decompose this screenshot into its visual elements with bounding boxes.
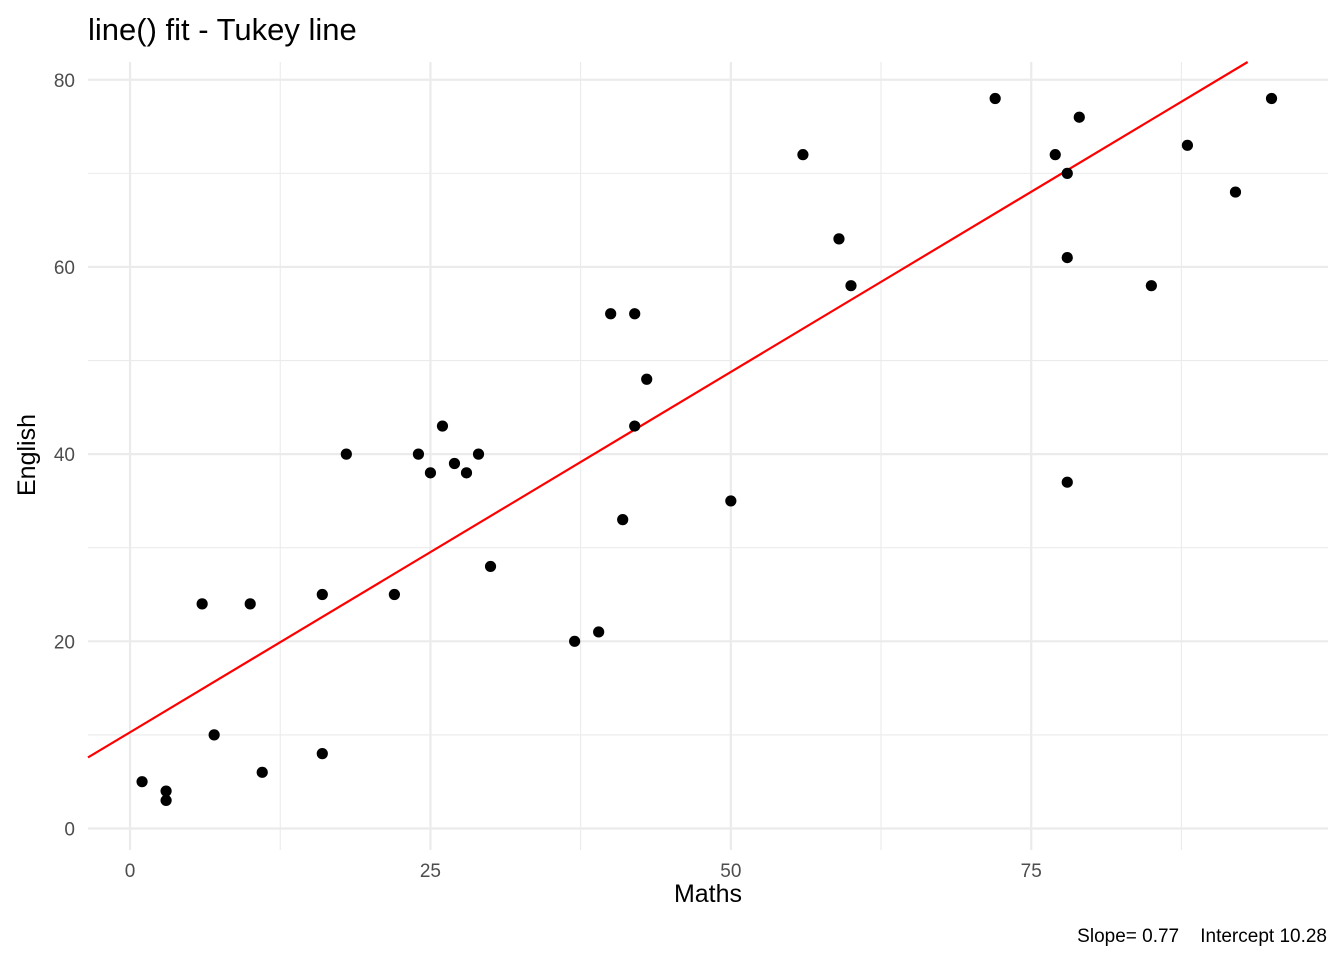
data-point (160, 785, 172, 797)
y-tick-label: 60 (54, 258, 75, 279)
data-point (316, 588, 328, 601)
data-point (797, 149, 809, 161)
data-point (629, 308, 641, 320)
caption: Slope= 0.77 Intercept 10.28 (1077, 926, 1327, 947)
data-point (256, 766, 268, 778)
y-axis-title: English (13, 414, 41, 496)
x-tick-label: 0 (125, 861, 136, 882)
data-point (833, 233, 845, 245)
data-point (340, 448, 352, 460)
points-layer (136, 92, 1278, 806)
data-point (472, 448, 485, 460)
fit-line-layer (87, 61, 1249, 759)
data-point (1145, 280, 1157, 292)
minor-gridlines (88, 62, 1328, 850)
y-tick-label: 0 (64, 819, 75, 840)
y-tick-labels: 0 20 40 60 80 (54, 71, 75, 841)
data-point (1049, 149, 1061, 161)
x-tick-label: 75 (1021, 861, 1042, 882)
data-point (989, 92, 1001, 105)
data-point (208, 729, 220, 741)
data-point (725, 495, 737, 507)
data-point (388, 588, 400, 601)
data-point (460, 467, 473, 479)
data-point (412, 448, 425, 460)
data-point (1181, 139, 1194, 151)
y-tick-label: 20 (54, 632, 75, 653)
data-point (448, 457, 461, 470)
x-tick-label: 25 (420, 861, 441, 882)
data-point (1061, 476, 1073, 488)
data-point (160, 794, 172, 806)
x-axis-title: Maths (674, 880, 742, 908)
data-point (1073, 111, 1085, 123)
y-tick-label: 80 (54, 71, 75, 92)
data-point (605, 308, 617, 320)
y-tick-label: 40 (54, 445, 75, 466)
major-gridlines (88, 62, 1328, 850)
data-point (845, 280, 857, 292)
data-point (617, 514, 629, 526)
chart-title: line() fit - Tukey line (88, 12, 357, 47)
data-point (1061, 251, 1073, 264)
data-point (316, 748, 328, 760)
data-point (136, 776, 148, 788)
tukey-fit-line (87, 61, 1249, 759)
data-point (196, 598, 208, 610)
data-point (641, 373, 653, 385)
data-point (484, 560, 497, 573)
data-point (244, 598, 256, 610)
data-point (1061, 167, 1073, 179)
x-tick-label: 50 (720, 861, 741, 882)
data-point (424, 467, 437, 479)
data-point (593, 626, 605, 638)
x-tick-labels: 0 25 50 75 (125, 861, 1042, 882)
data-point (569, 635, 581, 647)
data-point (436, 420, 449, 432)
data-point (1229, 186, 1242, 198)
data-point (1265, 92, 1278, 105)
data-point (629, 420, 641, 432)
